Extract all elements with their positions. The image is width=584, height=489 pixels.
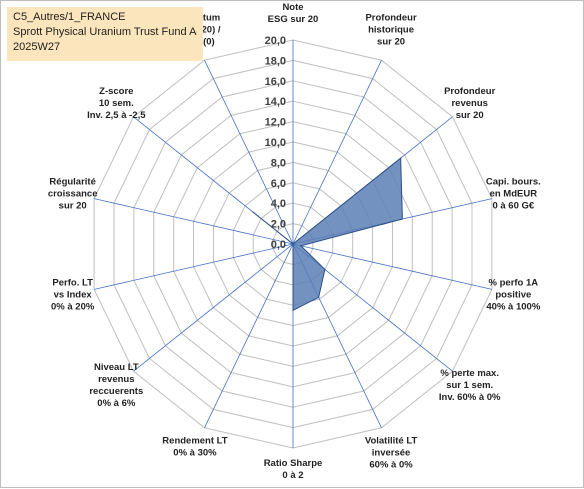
tick-label: 8,0 [271,157,286,169]
spoke-line [204,60,294,245]
data-series-area [252,157,403,312]
axis-label-line: vs Index [54,289,93,300]
axis-label-line: reccuerents [89,386,143,397]
axis-label: Profondeur historique sur 20 [365,12,416,47]
axis-label: Profondeur revenus sur 20 [444,86,495,121]
tick-label: 10,0 [265,137,286,149]
axis-label-line: 0% à 30% [173,448,217,459]
data-point [400,157,402,159]
data-point [401,218,403,220]
header-line-1: C5_Autres/1_FRANCE [13,11,126,23]
axis-label: Z-score 10 sem. Inv. 2,5 à -2,5 [87,86,146,121]
axis-label-line: Rendement LT [162,436,227,447]
axis-label-line: Volatilité LT [365,436,418,447]
axis-label-line: Inv. 2,5 à -2,5 [87,110,146,121]
tick-label: 20,0 [265,35,286,47]
data-point [252,211,254,213]
axis-label-line: positive [495,289,531,300]
data-point [324,268,326,271]
spoke-line [204,243,294,428]
tick-label: 0,0 [271,239,286,251]
axis-label-line: 0 à 60 G€ [492,201,534,212]
tick-label: 16,0 [265,76,286,88]
axis-label: Niveau LT revenus reccuerents 0% à 6% [89,362,143,409]
axis-label-line: historique [368,24,414,35]
axis-label: % perte max. sur 1 sem. Inv. 60% à 0% [439,368,501,403]
axis-label-line: revenus [98,374,134,385]
data-point [292,243,294,245]
spoke-line [94,243,294,290]
tick-label: 14,0 [265,96,286,108]
data-point [292,309,294,311]
tick-label: 18,0 [265,55,286,67]
data-point [318,296,320,298]
axis-label-line: Profondeur [444,86,495,97]
axis-label-line: en MdEUR [490,189,538,200]
axis-label: Perfo. LT vs Index 0% à 20% [51,277,95,312]
tick-label: 2,0 [271,219,286,231]
spoke-line [94,198,294,245]
axis-label: Régularité croissance sur 20 [48,177,98,212]
axis-label-line: 60% à 0% [369,460,413,471]
axis-label-line: % perte max. [440,368,499,379]
axis-label: Capi. bours. en MdEUR 0 à 60 G€ [486,177,541,212]
axis-label: % perfo 1A positive 40% à 100% [486,277,540,312]
axis-label-line: Régularité [49,177,95,188]
axis-label-line: 0% à 6% [97,398,136,409]
tick-label: 12,0 [265,117,286,129]
axis-label-line: sur 1 sem. [446,380,493,391]
axis-label-line: 10 sem. [99,98,134,109]
axis-label-line: 40% à 100% [486,301,540,312]
axis-label-line: Perfo. LT [52,277,93,288]
axis-label-line: Capi. bours. [486,177,541,188]
axis-label-line: inversée [372,448,411,459]
axis-label-line: revenus [451,98,487,109]
axis-label: Note ESG sur 20 [268,2,319,25]
axis-label-line: 0 à 2 [282,470,303,481]
header-line-3: 2025W27 [13,41,61,53]
axis-label-line: Profondeur [365,12,416,23]
axis-label-line: Z-score [99,86,133,97]
axis-label-line: sur 20 [456,110,484,121]
spoke-line [133,243,294,372]
data-point [300,245,302,247]
header-line-2: Sprott Physical Uranium Trust Fund Acc [13,26,197,38]
axis-label: Ratio Sharpe 0 à 2 [264,458,323,481]
spoke-line [292,60,382,245]
axis-label-line: Note [282,2,303,13]
axis-label-line: croissance [48,189,98,200]
axis-label-line: sur 20 [377,36,405,47]
axis-label-line: Inv. 60% à 0% [439,392,501,403]
axis-label-line: ESG sur 20 [268,14,319,25]
axis-label: Volatilité LT inversée 60% à 0% [365,436,418,471]
tick-label: 6,0 [271,178,286,190]
axis-label: Rendement LT 0% à 30% [162,436,227,459]
tick-label: 4,0 [271,198,286,210]
chart-header: C5_Autres/1_FRANCE Sprott Physical Urani… [7,7,203,61]
axis-label-line: % perfo 1A [489,277,539,288]
axis-label-line: sur 20 [59,201,87,212]
axis-label-line: Ratio Sharpe [264,458,323,469]
axis-label-line: Niveau LT [94,362,139,373]
axis-label-line: 0% à 20% [51,301,95,312]
spoke-line [292,243,492,290]
